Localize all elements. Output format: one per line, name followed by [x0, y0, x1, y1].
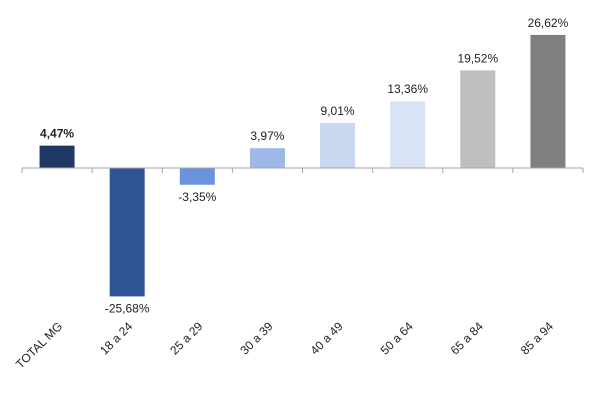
bar-3: [249, 148, 285, 168]
value-label-1: -25,68%: [105, 301, 150, 315]
category-label-2: 25 a 29: [167, 319, 205, 357]
bar-6: [460, 70, 496, 168]
category-label-5: 50 a 64: [378, 319, 416, 357]
category-label-7: 85 a 94: [518, 319, 556, 357]
bar-4: [320, 122, 356, 168]
value-labels-group: 4,47% -25,68% -3,35% 3,97% 9,01% 13,36% 19,52%…: [40, 16, 569, 315]
category-label-4: 40 a 49: [307, 319, 345, 357]
value-label-4: 9,01%: [321, 104, 355, 118]
category-label-0: TOTAL MG: [13, 319, 65, 371]
bar-0: [39, 145, 75, 168]
bars-group: [39, 34, 566, 297]
bar-2: [179, 168, 215, 185]
bar-7: [530, 34, 566, 169]
category-ticks-group: [21, 168, 584, 173]
category-labels-group: TOTAL MG 18 a 24 25 a 29 30 a 39 40 a 49 50 a…: [13, 319, 556, 371]
value-label-5: 13,36%: [387, 82, 428, 96]
bar-5: [390, 101, 426, 168]
value-label-6: 19,52%: [457, 51, 498, 65]
category-label-6: 65 a 84: [448, 319, 486, 357]
value-label-3: 3,97%: [250, 129, 284, 143]
value-label-0: 4,47%: [40, 127, 74, 141]
value-label-2: -3,35%: [178, 190, 216, 204]
value-label-7: 26,62%: [528, 16, 569, 30]
bar-1: [109, 168, 145, 297]
category-label-1: 18 a 24: [97, 319, 135, 357]
category-label-3: 30 a 39: [237, 319, 275, 357]
